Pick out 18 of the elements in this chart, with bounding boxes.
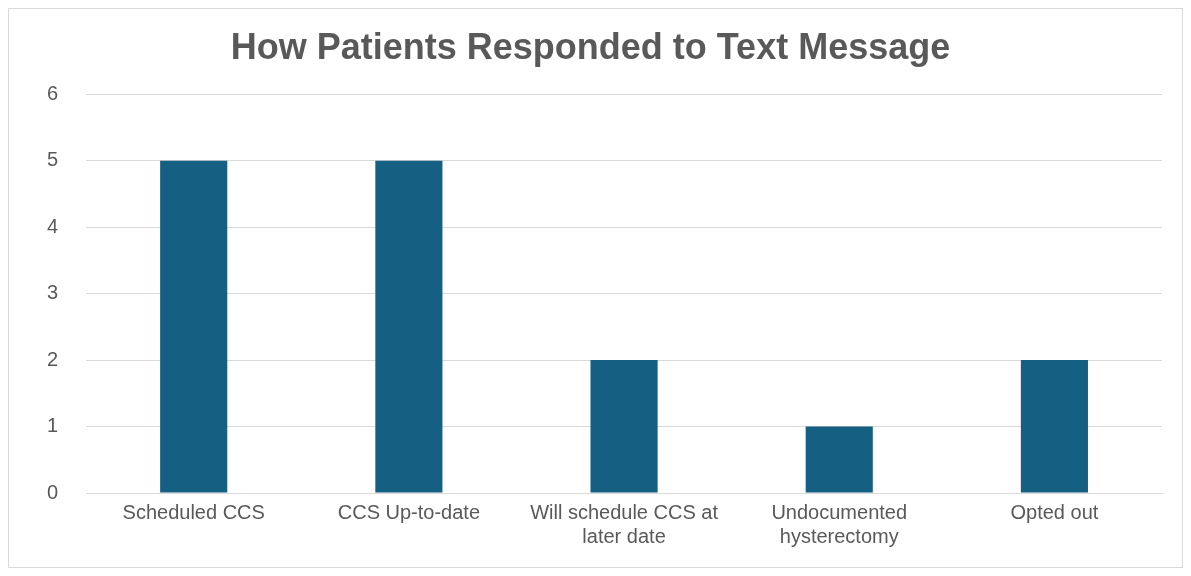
x-tick-label: Undocumented hysterectomy <box>771 500 908 547</box>
x-tick-label: CCS Up-to-date <box>337 500 481 523</box>
bar <box>160 160 228 493</box>
y-tick-label: 5 <box>47 148 59 171</box>
x-tick-label: Opted out <box>1010 500 1099 523</box>
y-tick-label: 2 <box>47 347 59 370</box>
x-tick-label: Scheduled CCS <box>122 500 265 523</box>
x-tick-label: Will schedule CCS at later date <box>530 500 719 547</box>
y-tick-label: 1 <box>47 414 59 437</box>
bar <box>1020 360 1088 493</box>
bar <box>375 160 443 493</box>
chart-title: How Patients Responded to Text Message <box>230 25 951 67</box>
y-tick-label: 6 <box>47 81 59 104</box>
y-tick-label: 4 <box>47 214 59 237</box>
bar <box>590 360 658 493</box>
y-tick-label: 3 <box>47 281 59 304</box>
y-tick-label: 0 <box>47 480 59 503</box>
bar <box>805 426 873 493</box>
